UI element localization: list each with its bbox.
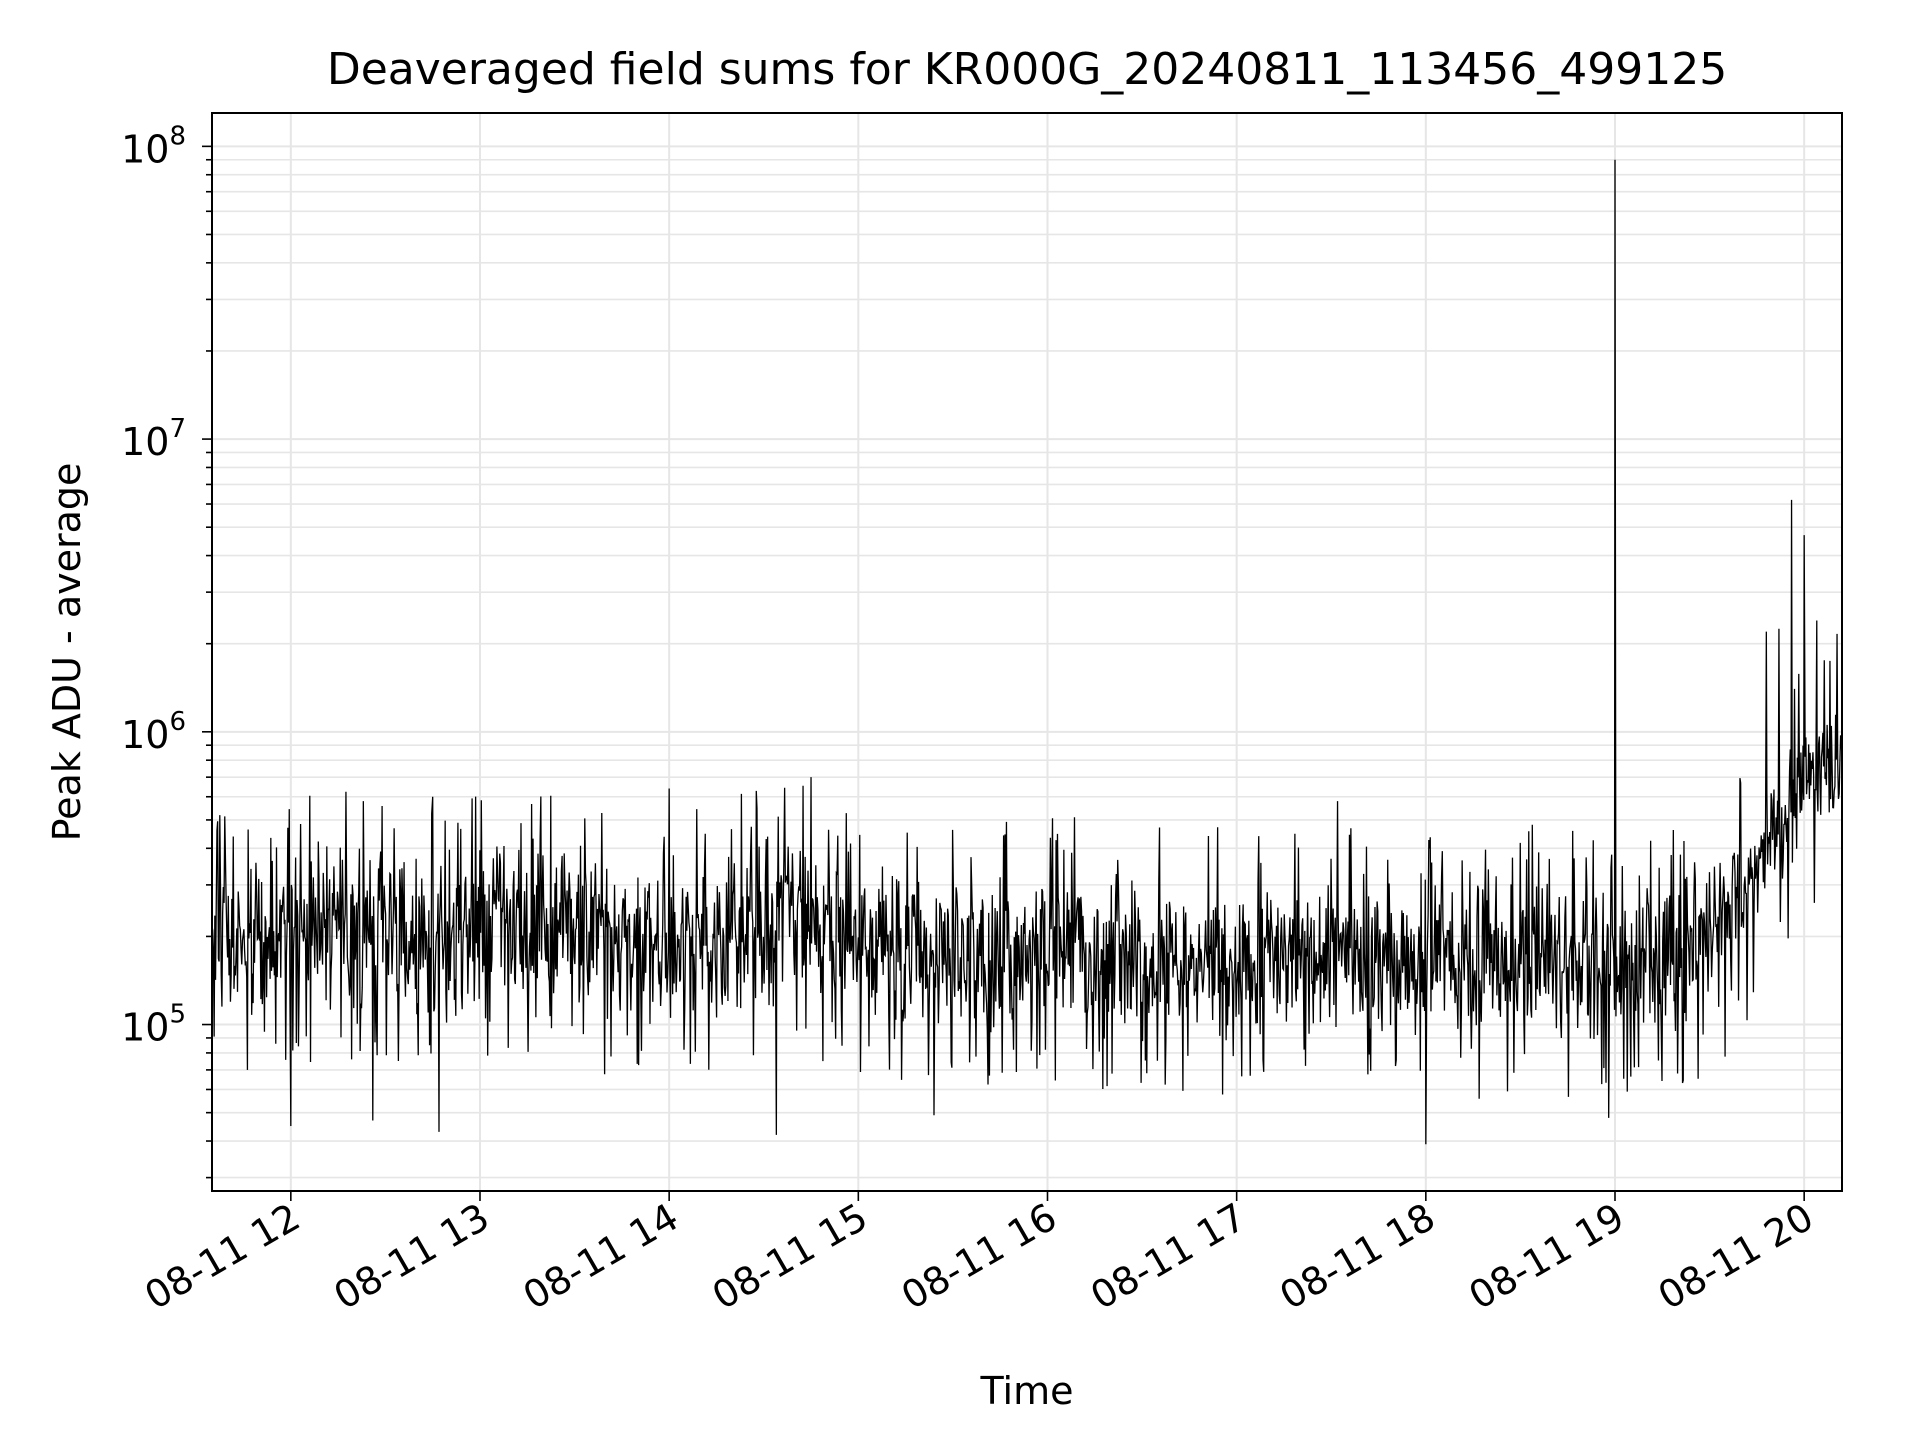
series-line [211, 159, 1843, 1145]
y-tick-label: 107 [121, 414, 186, 464]
chart-title: Deaveraged field sums for KR000G_2024081… [327, 44, 1727, 95]
y-tick-label: 108 [121, 121, 186, 171]
y-tick-label: 106 [121, 707, 186, 757]
y-tick-label: 105 [121, 1000, 186, 1050]
plot-area [211, 159, 1843, 1145]
plot-frame [211, 112, 1843, 1192]
y-axis-label: Peak ADU - average [45, 463, 89, 842]
x-axis-label: Time [980, 1369, 1074, 1413]
